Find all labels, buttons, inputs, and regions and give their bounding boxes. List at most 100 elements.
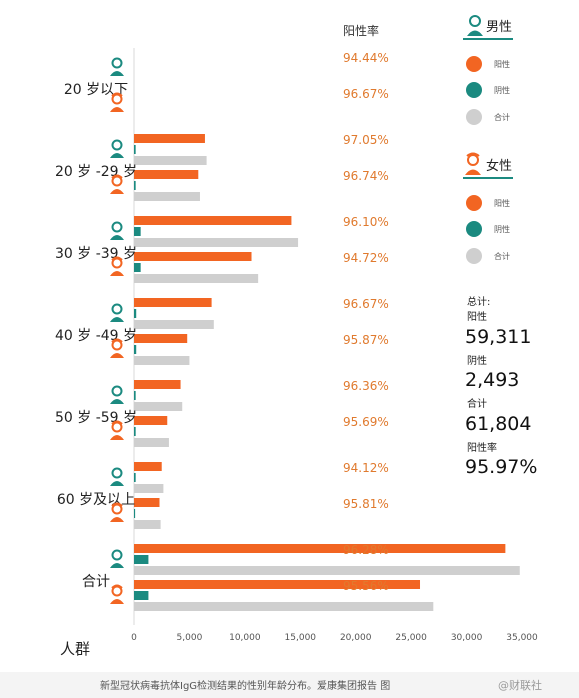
- legend-male-title: 男性: [486, 20, 512, 35]
- male-icon: [110, 57, 124, 76]
- group-label: 30 岁 -39 岁: [55, 246, 137, 262]
- x-ticks-layer: 0 5,000 10,000 15,000 20,000 25,000 30,000 35,0…: [131, 633, 538, 643]
- bar-female-positive: [134, 498, 160, 507]
- group-label: 40 岁 -49 岁: [55, 328, 137, 344]
- group-label: 20 岁 -29 岁: [55, 164, 137, 180]
- totals-head: 总计:: [467, 295, 490, 308]
- female-icon: [110, 502, 124, 522]
- bar-male-total: [134, 320, 214, 329]
- legend-female-negative-swatch: [466, 221, 482, 237]
- legend-female-negative-label: 阴性: [494, 224, 510, 234]
- legend-female-total-swatch: [466, 248, 482, 264]
- female-icon: [110, 92, 124, 112]
- legend-female-positive-label: 阳性: [494, 198, 510, 208]
- rate-male: 96.36%: [343, 379, 389, 393]
- totals-rate-value: 95.97%: [465, 456, 537, 478]
- rate-female: 94.72%: [343, 251, 389, 265]
- watermark: @财联社: [498, 678, 542, 692]
- bar-female-negative: [134, 427, 136, 436]
- legend-female-positive-swatch: [466, 195, 482, 211]
- legend-female-title: 女性: [486, 158, 512, 174]
- rates-layer: 94.44% 96.67% 97.05% 96.74% 96.10% 94.72% 96.6…: [343, 51, 389, 593]
- male-legend-icon: [467, 15, 483, 36]
- legend-male-positive-swatch: [466, 56, 482, 72]
- group-label: 20 岁以下: [64, 82, 128, 98]
- bar-female-positive: [134, 170, 199, 179]
- legend-female-total-label: 合计: [494, 251, 510, 261]
- bar-female-negative: [134, 345, 137, 354]
- group-labels-layer: 20 岁以下 20 岁 -29 岁 30 岁 -39 岁 40 岁 -49 岁 50 岁…: [55, 82, 137, 590]
- caption: 新型冠状病毒抗体IgG检测结果的性别年龄分布。爱康集团报告 图: [100, 679, 390, 692]
- totals-total-value: 61,804: [465, 413, 531, 435]
- legend-female: 女性 阳性 阴性 合计: [463, 152, 513, 264]
- female-icon: [110, 338, 124, 358]
- male-icon: [110, 221, 124, 240]
- rate-male: 96.67%: [343, 297, 389, 311]
- bar-male-negative: [134, 473, 136, 482]
- male-icon: [110, 385, 124, 404]
- totals-positive-label: 阳性: [467, 310, 487, 323]
- male-icon: [110, 467, 124, 486]
- bar-male-total: [134, 484, 164, 493]
- totals-positive-value: 59,311: [465, 326, 531, 348]
- totals-negative-label: 阴性: [467, 354, 487, 367]
- bar-male-total: [134, 402, 183, 411]
- x-tick-label: 30,000: [451, 633, 483, 643]
- bars-layer: [134, 134, 520, 611]
- y-axis-title: 人群: [60, 640, 90, 658]
- legend-male-total-swatch: [466, 109, 482, 125]
- male-icon: [110, 549, 124, 568]
- bar-female-total: [134, 520, 161, 529]
- rate-header: 阳性率: [343, 23, 379, 38]
- bar-female-positive: [134, 416, 168, 425]
- bar-female-total: [134, 274, 259, 283]
- female-icon: [110, 420, 124, 440]
- totals-total-label: 合计: [467, 397, 487, 410]
- x-tick-label: 15,000: [285, 633, 317, 643]
- legend-male-negative-label: 阴性: [494, 85, 510, 95]
- female-icon: [110, 174, 124, 194]
- female-legend-icon: [465, 152, 481, 175]
- bar-female-total: [134, 356, 190, 365]
- legend-male-positive-label: 阳性: [494, 59, 510, 69]
- rate-female: 96.67%: [343, 87, 389, 101]
- rate-female: 95.87%: [343, 333, 389, 347]
- bar-male-negative: [134, 391, 136, 400]
- bar-female-negative: [134, 263, 141, 272]
- bar-male-total: [134, 156, 207, 165]
- bar-male-positive: [134, 216, 292, 225]
- rate-male: 94.44%: [343, 51, 389, 65]
- caption-background: [0, 672, 579, 698]
- rate-female: 95.69%: [343, 415, 389, 429]
- bar-male-total: [134, 566, 520, 575]
- legend-male: 男性 阳性 阴性 合计: [463, 15, 513, 125]
- bar-male-positive: [134, 380, 181, 389]
- bar-male-negative: [134, 145, 136, 154]
- group-label: 50 岁 -59 岁: [55, 410, 137, 426]
- bar-female-positive: [134, 580, 421, 589]
- bar-female-negative: [134, 591, 149, 600]
- bar-female-positive: [134, 334, 188, 343]
- rate-female: 95.56%: [343, 579, 389, 593]
- bar-male-positive: [134, 462, 162, 471]
- bar-female-total: [134, 192, 200, 201]
- icons-layer: [110, 57, 124, 604]
- female-icon: [110, 256, 124, 276]
- rate-male: 97.05%: [343, 133, 389, 147]
- bar-male-negative: [134, 309, 137, 318]
- male-icon: [110, 303, 124, 322]
- rate-female: 95.81%: [343, 497, 389, 511]
- group-label: 60 岁及以上: [57, 492, 135, 508]
- x-tick-label: 25,000: [395, 633, 427, 643]
- totals-negative-value: 2,493: [465, 369, 519, 391]
- bar-male-positive: [134, 544, 506, 553]
- bar-female-negative: [134, 181, 136, 190]
- rate-male: 96.28%: [343, 543, 389, 557]
- bar-male-negative: [134, 555, 149, 564]
- bar-male-negative: [134, 227, 141, 236]
- x-tick-label: 10,000: [229, 633, 261, 643]
- bar-female-positive: [134, 252, 252, 261]
- bar-female-negative: [134, 509, 136, 518]
- male-icon: [110, 139, 124, 158]
